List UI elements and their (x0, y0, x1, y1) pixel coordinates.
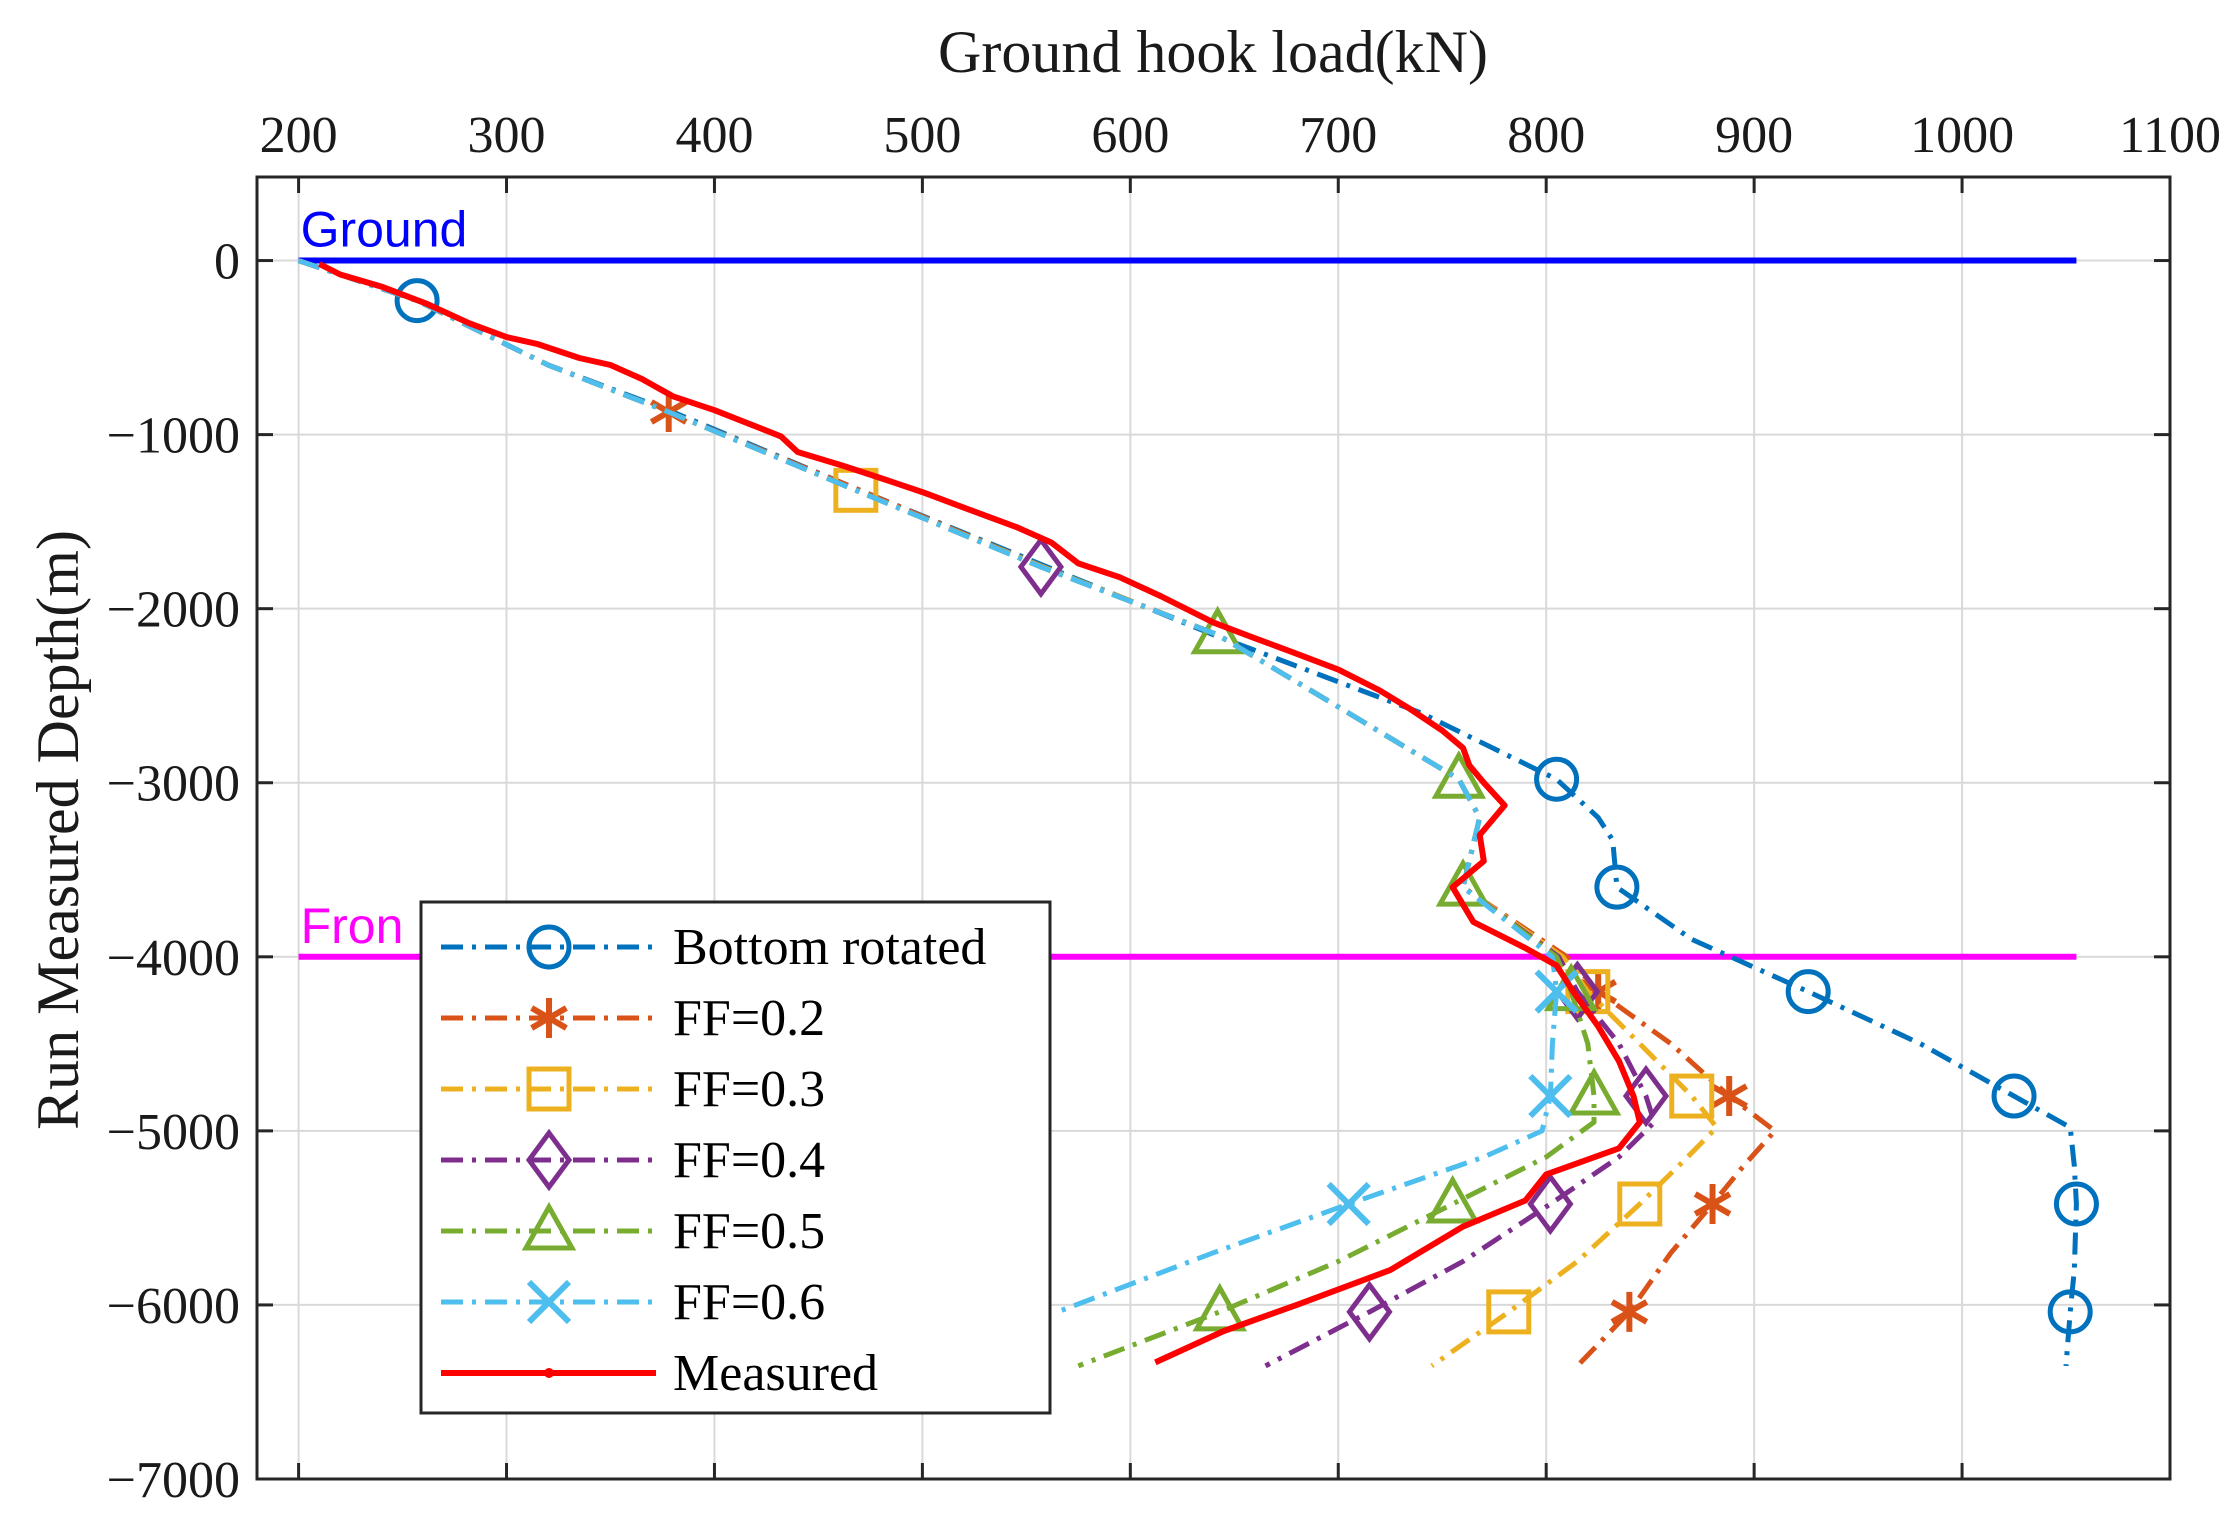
ticks (257, 177, 2172, 1481)
legend: Bottom rotated FF=0.2 FF=0.3 FF=0.4 FF=0.5 FF… (419, 900, 1052, 1415)
series-measured (318, 261, 1643, 1366)
legend-label: Measured (673, 1345, 878, 1402)
legend-label: FF=0.3 (673, 1061, 825, 1118)
x-tick-label: 400 (675, 107, 753, 164)
y-tick-label: −3000 (107, 756, 240, 813)
marker-ff-0-5 (1192, 1282, 1248, 1332)
marker-ff-0-4 (1017, 535, 1065, 599)
legend-box (419, 900, 1052, 1415)
series-group (297, 258, 2099, 1369)
legend-label: Bottom rotated (673, 919, 986, 976)
y-axis-title: Run Measured Depth(m) (25, 530, 91, 1130)
marker-bottom-rotated (2053, 1181, 2099, 1227)
marker-ff-0-5 (1566, 1066, 1622, 1116)
marker-ff-0-2 (1610, 1291, 1649, 1332)
marker-ff-0-2 (1710, 1076, 1748, 1117)
marker-ff-0-4 (1527, 1172, 1574, 1236)
y-tick-label: −5000 (107, 1104, 240, 1161)
legend-marker (526, 1066, 572, 1112)
plot-frame (255, 175, 2172, 1481)
legend-marker (526, 1279, 572, 1325)
legend-item-ff-0-6: FF=0.6 (441, 1274, 825, 1331)
y-tick-label: 0 (214, 234, 240, 291)
legend-label: FF=0.6 (673, 1274, 825, 1331)
legend-item-ff-0-2: FF=0.2 (441, 990, 825, 1047)
legend-label: FF=0.2 (673, 990, 825, 1047)
legend-item-ff-0-5: FF=0.5 (441, 1201, 825, 1260)
y-tick-label: −1000 (107, 408, 240, 465)
series-line-ff-0-5 (297, 258, 1597, 1369)
x-tick-label: 1000 (1910, 107, 2014, 164)
x-tick-label: 800 (1507, 107, 1585, 164)
legend-marker (525, 1128, 573, 1192)
series-line-ff-0-2 (297, 258, 1778, 1368)
marker-bottom-rotated (2047, 1289, 2093, 1335)
legend-item-ff-0-4: FF=0.4 (441, 1128, 825, 1192)
series-ff-0-3 (297, 258, 1720, 1368)
series-line-measured (318, 261, 1643, 1366)
marker-ff-0-4 (1346, 1280, 1393, 1344)
x-tick-labels: 200 300 400 500 600 700 800 900 1000 1100 (260, 107, 2221, 164)
series-line-ff-0-4 (297, 258, 1657, 1369)
marker-bottom-rotated (1785, 969, 1831, 1015)
x-tick-label: 600 (1091, 107, 1169, 164)
y-tick-label: −2000 (107, 582, 240, 639)
marker-ff-0-3 (1486, 1289, 1532, 1335)
x-tick-label: 1100 (2119, 107, 2221, 164)
marker-ff-0-6 (1528, 1073, 1573, 1119)
legend-marker (521, 1201, 577, 1251)
x-tick-label: 300 (468, 107, 546, 164)
reference-label-ground: Ground (301, 202, 468, 258)
y-tick-label: −7000 (107, 1452, 240, 1509)
marker-ff-0-3 (1669, 1073, 1715, 1119)
legend-marker (530, 998, 568, 1038)
legend-label: FF=0.5 (673, 1203, 825, 1260)
series-ff-0-6 (297, 258, 1579, 1315)
x-tick-label: 500 (883, 107, 961, 164)
marker-bottom-rotated (394, 278, 440, 324)
y-tick-label: −6000 (107, 1278, 240, 1335)
x-axis-title: Ground hook load(kN) (938, 19, 1488, 85)
marker-ff-0-2 (1693, 1183, 1732, 1224)
legend-item-ff-0-3: FF=0.3 (441, 1061, 825, 1118)
marker-ff-0-6 (1326, 1181, 1371, 1227)
marker-ff-0-5 (1425, 1174, 1480, 1224)
marker-bottom-rotated (1991, 1073, 2037, 1119)
marker-bottom-rotated (1594, 864, 1640, 910)
x-tick-label: 700 (1299, 107, 1377, 164)
legend-marker (544, 1368, 554, 1378)
x-tick-label: 900 (1715, 107, 1793, 164)
marker-bottom-rotated (1534, 756, 1580, 802)
marker-ff-0-3 (1617, 1181, 1663, 1227)
legend-label: FF=0.4 (673, 1132, 825, 1189)
reference-label-fron: Fron (301, 898, 404, 954)
legend-item-measured: Measured (441, 1345, 878, 1402)
y-tick-labels: 0 −1000 −2000 −3000 −4000 −5000 −6000 −7000 (107, 234, 240, 1509)
legend-item-bottom-rotated: Bottom rotated (441, 919, 986, 976)
x-tick-label: 200 (260, 107, 338, 164)
legend-marker (526, 924, 572, 970)
series-line-ff-0-6 (297, 258, 1560, 1315)
marker-ff-0-5 (1431, 750, 1487, 799)
y-tick-label: −4000 (107, 930, 240, 987)
marker-ff-0-6 (1534, 969, 1579, 1014)
